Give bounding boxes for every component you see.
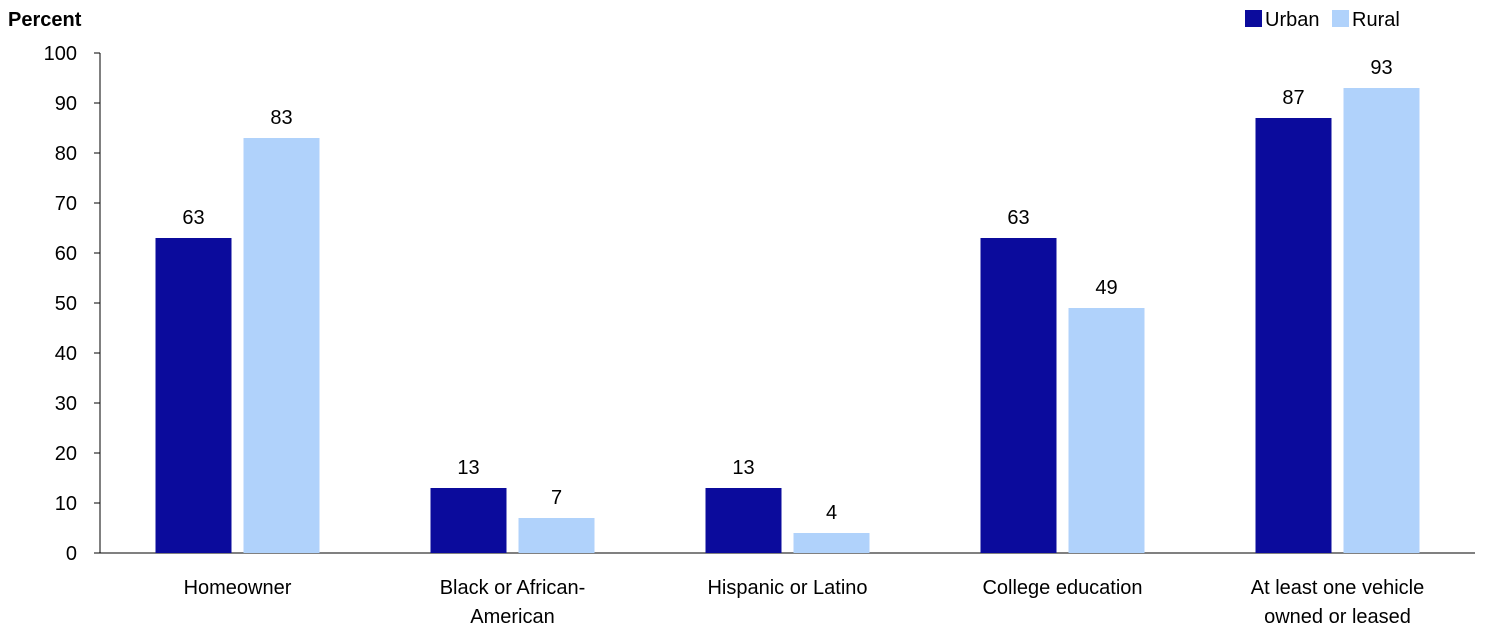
y-tick-label: 40	[55, 343, 77, 365]
category-label: Hispanic or Latino	[707, 577, 867, 599]
bar-rural	[1343, 88, 1420, 553]
data-label: 93	[1370, 57, 1392, 79]
y-tick-label: 100	[44, 43, 77, 65]
data-label: 49	[1095, 277, 1117, 299]
data-label: 13	[457, 457, 479, 479]
bar-rural	[1068, 308, 1145, 553]
data-label: 7	[551, 487, 562, 509]
bar-urban	[1255, 118, 1332, 553]
legend: Urban Rural	[1245, 9, 1400, 31]
y-tick-label: 80	[55, 143, 77, 165]
data-label: 83	[270, 107, 292, 129]
data-label: 63	[182, 207, 204, 229]
data-label: 4	[826, 502, 837, 524]
bar-rural	[793, 533, 870, 553]
legend-label-urban: Urban	[1265, 9, 1319, 31]
y-tick-label: 30	[55, 393, 77, 415]
y-axis-title: Percent	[8, 9, 82, 31]
bar-rural	[518, 518, 595, 553]
category-label: At least one vehicle	[1251, 577, 1424, 599]
bar-urban	[155, 238, 232, 553]
category-label: Homeowner	[184, 577, 292, 599]
category-label: Black or African-	[440, 577, 586, 599]
y-tick-label: 60	[55, 243, 77, 265]
bar-urban	[430, 488, 507, 553]
y-tick-label: 20	[55, 443, 77, 465]
bar-rural	[243, 138, 320, 553]
legend-swatch-rural	[1332, 10, 1349, 27]
category-label: American	[470, 606, 554, 628]
y-tick-label: 70	[55, 193, 77, 215]
category-label: owned or leased	[1264, 606, 1411, 628]
category-label: College education	[982, 577, 1142, 599]
data-label: 87	[1282, 87, 1304, 109]
category-labels: Homeowner Black or African- American Hispan…	[184, 577, 1425, 628]
y-tick-label: 50	[55, 293, 77, 315]
data-labels: 63 83 13 7 13 4 63 49 87 93	[182, 57, 1392, 524]
data-label: 13	[732, 457, 754, 479]
bars	[155, 88, 1420, 553]
legend-swatch-urban	[1245, 10, 1262, 27]
bar-urban	[705, 488, 782, 553]
y-tick-label: 10	[55, 493, 77, 515]
y-tick-label: 90	[55, 93, 77, 115]
y-tick-label: 0	[66, 543, 77, 565]
bar-urban	[980, 238, 1057, 553]
data-label: 63	[1007, 207, 1029, 229]
axes: 0 10 20 30 40 50 60 70 80 90 100	[44, 43, 1475, 565]
legend-label-rural: Rural	[1352, 9, 1400, 31]
